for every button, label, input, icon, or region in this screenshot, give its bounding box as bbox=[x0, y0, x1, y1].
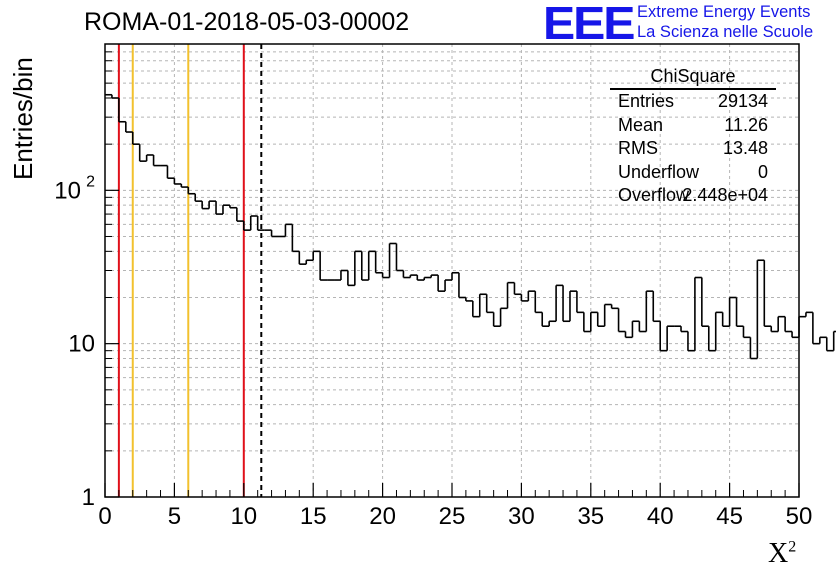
x-tick-label: 50 bbox=[786, 503, 813, 530]
stats-row-rms: RMS 13.48 bbox=[610, 138, 776, 162]
stats-key: Mean bbox=[618, 114, 664, 135]
stats-key: Overflow bbox=[618, 185, 690, 205]
x-tick-label: 0 bbox=[98, 503, 111, 530]
stats-row-mean: Mean 11.26 bbox=[610, 115, 776, 139]
stats-key: RMS bbox=[618, 138, 658, 158]
chart-title: ROMA-01-2018-05-03-00002 bbox=[84, 8, 410, 36]
y-tick-label: 10 bbox=[68, 331, 95, 358]
x-axis-label: X2 bbox=[768, 538, 796, 570]
x-tick-label: 15 bbox=[300, 503, 327, 530]
stats-row-underflow: Underflow 0 bbox=[610, 162, 776, 186]
stats-divider bbox=[610, 88, 776, 90]
y-tick-label-exponent: 2 bbox=[86, 173, 95, 190]
eee-logo: EEE bbox=[543, 0, 635, 49]
stats-key: Underflow bbox=[618, 161, 700, 182]
logo-line-2: La Scienza nelle Scuole bbox=[637, 23, 814, 41]
y-tick-label: 10 bbox=[54, 177, 81, 204]
stats-title: ChiSquare bbox=[650, 66, 736, 86]
stats-value: 2.448e+04 bbox=[682, 185, 768, 205]
x-tick-label: 10 bbox=[230, 503, 257, 530]
x-tick-labels: 0 5 10 15 20 25 30 35 40 45 50 bbox=[98, 503, 812, 530]
stats-value: 0 bbox=[757, 161, 768, 182]
stats-row-overflow: Overflow 2.448e+04 bbox=[610, 185, 776, 209]
stats-value: 13.48 bbox=[722, 138, 768, 158]
x-axis-label-exponent: 2 bbox=[788, 538, 797, 556]
x-tick-label: 5 bbox=[168, 503, 181, 530]
x-tick-label: 30 bbox=[508, 503, 535, 530]
x-tick-label: 45 bbox=[716, 503, 743, 530]
histogram-bins bbox=[105, 93, 836, 360]
y-tick-label: 1 bbox=[82, 484, 95, 511]
stats-value: 11.26 bbox=[724, 114, 768, 135]
stats-box: ChiSquare Entries 29134 Mean 11.26 RMS 13.4… bbox=[610, 66, 776, 209]
stats-value: 29134 bbox=[717, 91, 768, 111]
y-axis-label: Entries/bin bbox=[8, 57, 38, 180]
x-tick-label: 25 bbox=[439, 503, 466, 530]
axis-ticks bbox=[104, 43, 800, 498]
x-tick-label: 40 bbox=[647, 503, 674, 530]
grid bbox=[105, 43, 799, 497]
stats-key: Entries bbox=[618, 91, 675, 111]
stats-row-entries: Entries 29134 bbox=[610, 91, 776, 115]
logo-line-1: Extreme Energy Events bbox=[637, 3, 811, 21]
x-tick-label: 35 bbox=[577, 503, 604, 530]
x-tick-label: 20 bbox=[369, 503, 396, 530]
y-tick-labels: 1 10 10 2 bbox=[54, 173, 95, 511]
x-axis-label-base: X bbox=[768, 538, 789, 569]
